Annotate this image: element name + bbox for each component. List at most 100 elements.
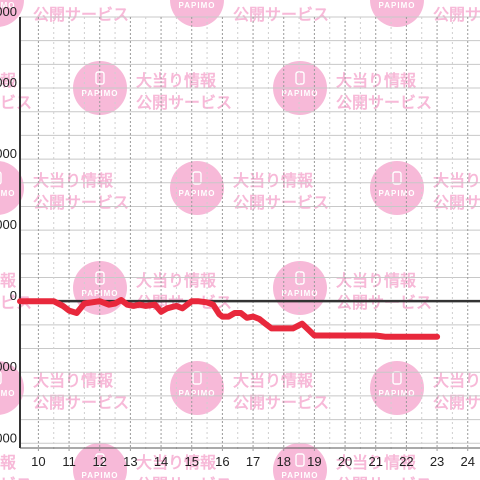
watermark-line2: 公開サービス [0, 293, 32, 312]
y-tick-label: 0 [10, 288, 17, 303]
watermark-line1: 大当り情報 [33, 171, 114, 190]
watermark-logo-text: PAPIMO [379, 389, 416, 398]
watermark-line2: 公開サービス [336, 293, 432, 312]
watermark-line2: 公開サービス [33, 193, 129, 212]
phone-icon [0, 171, 2, 185]
watermark-line2: 公開サービス [136, 93, 232, 112]
grid-lines [20, 16, 480, 452]
watermark-line2: 公開サービス [33, 5, 129, 24]
watermark-logo-text: PAPIMO [282, 471, 319, 480]
watermark-logo-text: PAPIMO [0, 189, 15, 198]
watermark-line1: 大当り情報 [33, 0, 114, 2]
watermark-line2: 公開サービス [336, 475, 432, 480]
watermark-logo-text: PAPIMO [179, 189, 216, 198]
watermark-logo-circle [170, 361, 224, 415]
watermark-line1: 大当り情報 [336, 71, 417, 90]
watermark-line2: 公開サービス [0, 475, 32, 480]
watermark-line2: 公開サービス [336, 93, 432, 112]
watermark-logo-text: PAPIMO [282, 289, 319, 298]
watermark-line2: 公開サービス [433, 193, 480, 212]
x-tick-label: 10 [31, 454, 45, 469]
x-tick-label: 14 [154, 454, 168, 469]
watermark-logo-circle [73, 443, 127, 480]
x-tick-label: 11 [62, 454, 76, 469]
x-tick-label: 21 [368, 454, 382, 469]
y-tick-label: 12,000 [0, 4, 17, 19]
watermark-logo-circle [0, 161, 24, 215]
watermark-logo-circle [273, 443, 327, 480]
watermark-line2: 公開サービス [433, 5, 480, 24]
x-tick-label: 22 [399, 454, 413, 469]
watermark-logo-circle [0, 361, 24, 415]
watermark-logo-circle [170, 161, 224, 215]
y-tick-label: -3,000 [0, 359, 17, 374]
watermark-logo-text: PAPIMO [0, 1, 15, 10]
watermark-line1: 大当り情報 [136, 271, 217, 290]
x-tick-label: 18 [276, 454, 290, 469]
watermark-logo-text: PAPIMO [379, 1, 416, 10]
x-tick-label: 16 [215, 454, 229, 469]
phone-icon [295, 271, 305, 285]
y-tick-label: 3,000 [0, 217, 17, 232]
watermark-logo-text: PAPIMO [82, 471, 119, 480]
watermark-line1: 大当り情報 [433, 171, 480, 190]
watermark-line2: 公開サービス [233, 393, 329, 412]
watermark-logo-circle [273, 261, 327, 315]
x-tick-label: 13 [123, 454, 137, 469]
watermark-line1: 大当り情報 [336, 271, 417, 290]
watermark-line1: 大当り情報 [0, 271, 17, 290]
watermark-line1: 大当り情報 [0, 453, 17, 472]
y-tick-label: 9,000 [0, 75, 17, 90]
watermark-line2: 公開サービス [136, 475, 232, 480]
x-tick-label: 19 [307, 454, 321, 469]
phone-icon [295, 453, 305, 467]
x-tick-label: 12 [92, 454, 106, 469]
x-tick-label: 24 [460, 454, 474, 469]
x-tick-label: 20 [338, 454, 352, 469]
phone-icon [95, 453, 105, 467]
watermark-line2: 公開サービス [433, 393, 480, 412]
tick-labels: 12,000 9,000 6,000 3,000 0 -3,000 -6,000 10 11 12… [0, 4, 475, 469]
watermark-logo-text: PAPIMO [179, 1, 216, 10]
watermark-line1: 大当り情報 [336, 453, 417, 472]
watermark-logo-circle [370, 161, 424, 215]
watermark-logo-text: PAPIMO [179, 389, 216, 398]
watermark-line1: 大当り情報 [433, 371, 480, 390]
phone-icon [0, 371, 2, 385]
watermark-line1: 大当り情報 [0, 71, 17, 90]
series-line [17, 297, 441, 340]
watermark-line2: 公開サービス [233, 193, 329, 212]
watermark-line2: 公開サービス [33, 393, 129, 412]
watermark-logo-circle [0, 0, 24, 27]
x-tick-label: 23 [430, 454, 444, 469]
watermark-line1: 大当り情報 [136, 71, 217, 90]
phone-icon [192, 171, 202, 185]
watermark-line1: 大当り情報 [136, 453, 217, 472]
watermark-logo-text: PAPIMO [0, 389, 15, 398]
x-tick-label: 17 [246, 454, 260, 469]
watermark-logo-circle [170, 0, 224, 27]
x-tick-label: 15 [184, 454, 198, 469]
watermark-line2: 公開サービス [0, 93, 32, 112]
y-tick-label: -6,000 [0, 430, 17, 445]
phone-icon [95, 271, 105, 285]
watermark-logo-text: PAPIMO [282, 89, 319, 98]
series-layer [17, 297, 441, 340]
watermark-line1: 大当り情報 [433, 0, 480, 2]
